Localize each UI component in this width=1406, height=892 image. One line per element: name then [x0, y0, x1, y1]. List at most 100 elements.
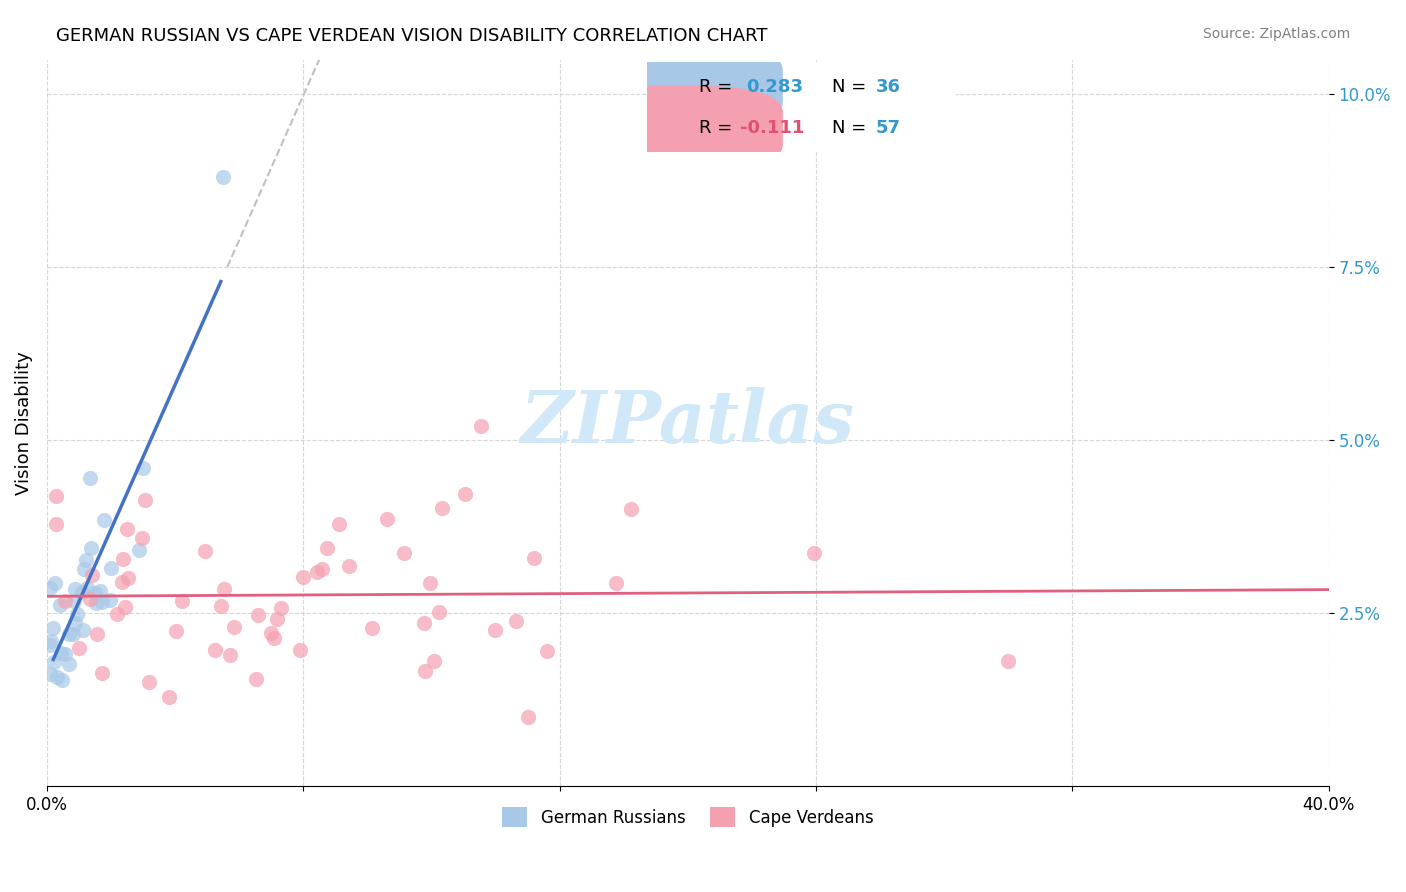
- Point: [80, 567, 103, 582]
- Point: [209, 599, 232, 613]
- Point: [134, 492, 156, 507]
- Point: [65, 615, 87, 630]
- Point: [204, 643, 226, 657]
- FancyBboxPatch shape: [560, 44, 783, 129]
- Y-axis label: Vision Disability: Vision Disability: [15, 351, 32, 494]
- Point: [45, 489, 67, 503]
- Point: [51, 673, 73, 688]
- Point: [165, 624, 187, 638]
- Point: [138, 675, 160, 690]
- Point: [76, 582, 98, 596]
- Legend: German Russians, Cape Verdeans: German Russians, Cape Verdeans: [494, 798, 882, 836]
- Point: [392, 546, 415, 560]
- Point: [79, 471, 101, 485]
- Point: [453, 486, 475, 500]
- Point: [997, 654, 1019, 668]
- Point: [305, 565, 328, 579]
- Point: [413, 664, 436, 678]
- Point: [291, 570, 314, 584]
- Point: [45, 670, 67, 684]
- Point: [128, 543, 150, 558]
- Point: [219, 648, 242, 662]
- Point: [90, 595, 112, 609]
- Point: [42, 655, 65, 669]
- Text: N =: N =: [832, 78, 872, 95]
- Point: [288, 643, 311, 657]
- Point: [315, 541, 337, 555]
- Point: [93, 513, 115, 527]
- Point: [427, 605, 450, 619]
- Text: 0.283: 0.283: [745, 78, 803, 95]
- Point: [70, 584, 93, 599]
- Point: [66, 607, 89, 622]
- Point: [270, 600, 292, 615]
- Point: [53, 594, 76, 608]
- Point: [67, 640, 90, 655]
- Point: [84, 585, 107, 599]
- FancyBboxPatch shape: [554, 36, 1049, 178]
- Point: [194, 544, 217, 558]
- Point: [86, 627, 108, 641]
- Point: [58, 627, 80, 641]
- Point: [53, 647, 76, 661]
- Text: R =: R =: [699, 78, 738, 95]
- Point: [112, 552, 135, 566]
- Point: [260, 625, 283, 640]
- Text: 36: 36: [876, 78, 901, 95]
- Point: [413, 616, 436, 631]
- Point: [605, 575, 627, 590]
- Text: GERMAN RUSSIAN VS CAPE VERDEAN VISION DISABILITY CORRELATION CHART: GERMAN RUSSIAN VS CAPE VERDEAN VISION DI…: [56, 27, 768, 45]
- Point: [115, 522, 138, 536]
- Point: [44, 576, 66, 591]
- Point: [111, 575, 134, 590]
- Point: [49, 646, 72, 660]
- Point: [105, 607, 128, 621]
- Point: [484, 623, 506, 637]
- Point: [328, 516, 350, 531]
- Point: [117, 571, 139, 585]
- Point: [311, 562, 333, 576]
- Point: [247, 607, 270, 622]
- Point: [45, 516, 67, 531]
- Point: [63, 582, 86, 596]
- Point: [131, 531, 153, 545]
- Point: [80, 541, 103, 555]
- Point: [132, 461, 155, 475]
- Point: [536, 644, 558, 658]
- Point: [91, 666, 114, 681]
- Point: [422, 654, 444, 668]
- Point: [58, 657, 80, 671]
- Point: [62, 627, 84, 641]
- Point: [620, 502, 643, 516]
- Point: [98, 593, 121, 607]
- Text: -0.111: -0.111: [740, 119, 804, 136]
- Text: R =: R =: [699, 119, 738, 136]
- Point: [72, 623, 94, 637]
- Point: [39, 634, 62, 648]
- Point: [470, 419, 492, 434]
- Point: [212, 170, 235, 185]
- FancyBboxPatch shape: [560, 86, 783, 171]
- Point: [516, 709, 538, 723]
- Point: [505, 614, 527, 628]
- Point: [63, 594, 86, 608]
- Point: [245, 673, 267, 687]
- Point: [114, 599, 136, 614]
- Text: N =: N =: [832, 119, 872, 136]
- Point: [75, 553, 97, 567]
- Point: [419, 576, 441, 591]
- Point: [432, 500, 454, 515]
- Point: [49, 598, 72, 612]
- Point: [523, 550, 546, 565]
- Point: [170, 593, 193, 607]
- Text: 57: 57: [876, 119, 901, 136]
- Text: ZIPatlas: ZIPatlas: [520, 387, 855, 458]
- Point: [73, 562, 96, 576]
- Point: [79, 592, 101, 607]
- Point: [100, 561, 122, 575]
- Point: [39, 667, 62, 681]
- Point: [212, 582, 235, 597]
- Point: [84, 596, 107, 610]
- Point: [337, 559, 360, 574]
- Point: [39, 638, 62, 652]
